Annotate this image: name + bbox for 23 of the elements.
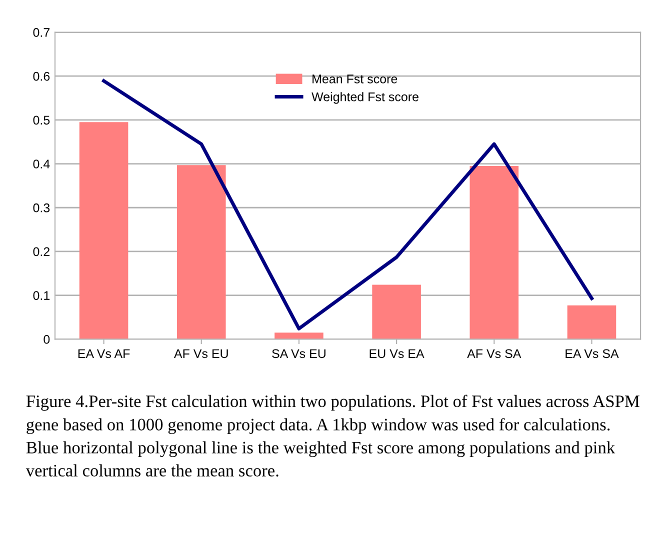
bar [176, 165, 226, 340]
x-tick-label: EA Vs AF [78, 349, 130, 358]
y-tick-label: 0.4 [33, 160, 50, 168]
bar [372, 284, 421, 340]
y-tick-label: 0.5 [33, 116, 50, 125]
bar [470, 166, 519, 340]
x-tick-label: SA Vs EU [272, 349, 326, 358]
x-tick-label: AF Vs EU [174, 349, 228, 358]
caption: Figure 4.Per-site Fst calculation within two populations. Plot of Fst values across ASPM gene based on 1000 genome project data. A 1kbp window was used for calculations. Blue horizontal polygonal line is the weighted Fst score among populations and pink vertical columns are the mean score. [26, 394, 640, 477]
y-tick-label: 0.3 [33, 203, 50, 212]
y-tick-label: 0 [44, 334, 50, 344]
bar [274, 332, 324, 340]
y-tick-label: 0.1 [33, 291, 50, 300]
legend-label: Mean Fst score [312, 74, 398, 84]
y-tick-label: 0.6 [33, 72, 50, 81]
x-tick-label: EU Vs EA [370, 349, 424, 358]
x-tick-label: EA Vs SA [566, 349, 619, 358]
bar [79, 122, 128, 340]
legend-label: Weighted Fst score [312, 92, 418, 104]
bar [567, 305, 616, 340]
y-tick-label: 0.7 [33, 28, 50, 37]
x-tick-label: AF Vs SA [467, 349, 522, 358]
y-tick-label: 0.2 [33, 247, 50, 256]
